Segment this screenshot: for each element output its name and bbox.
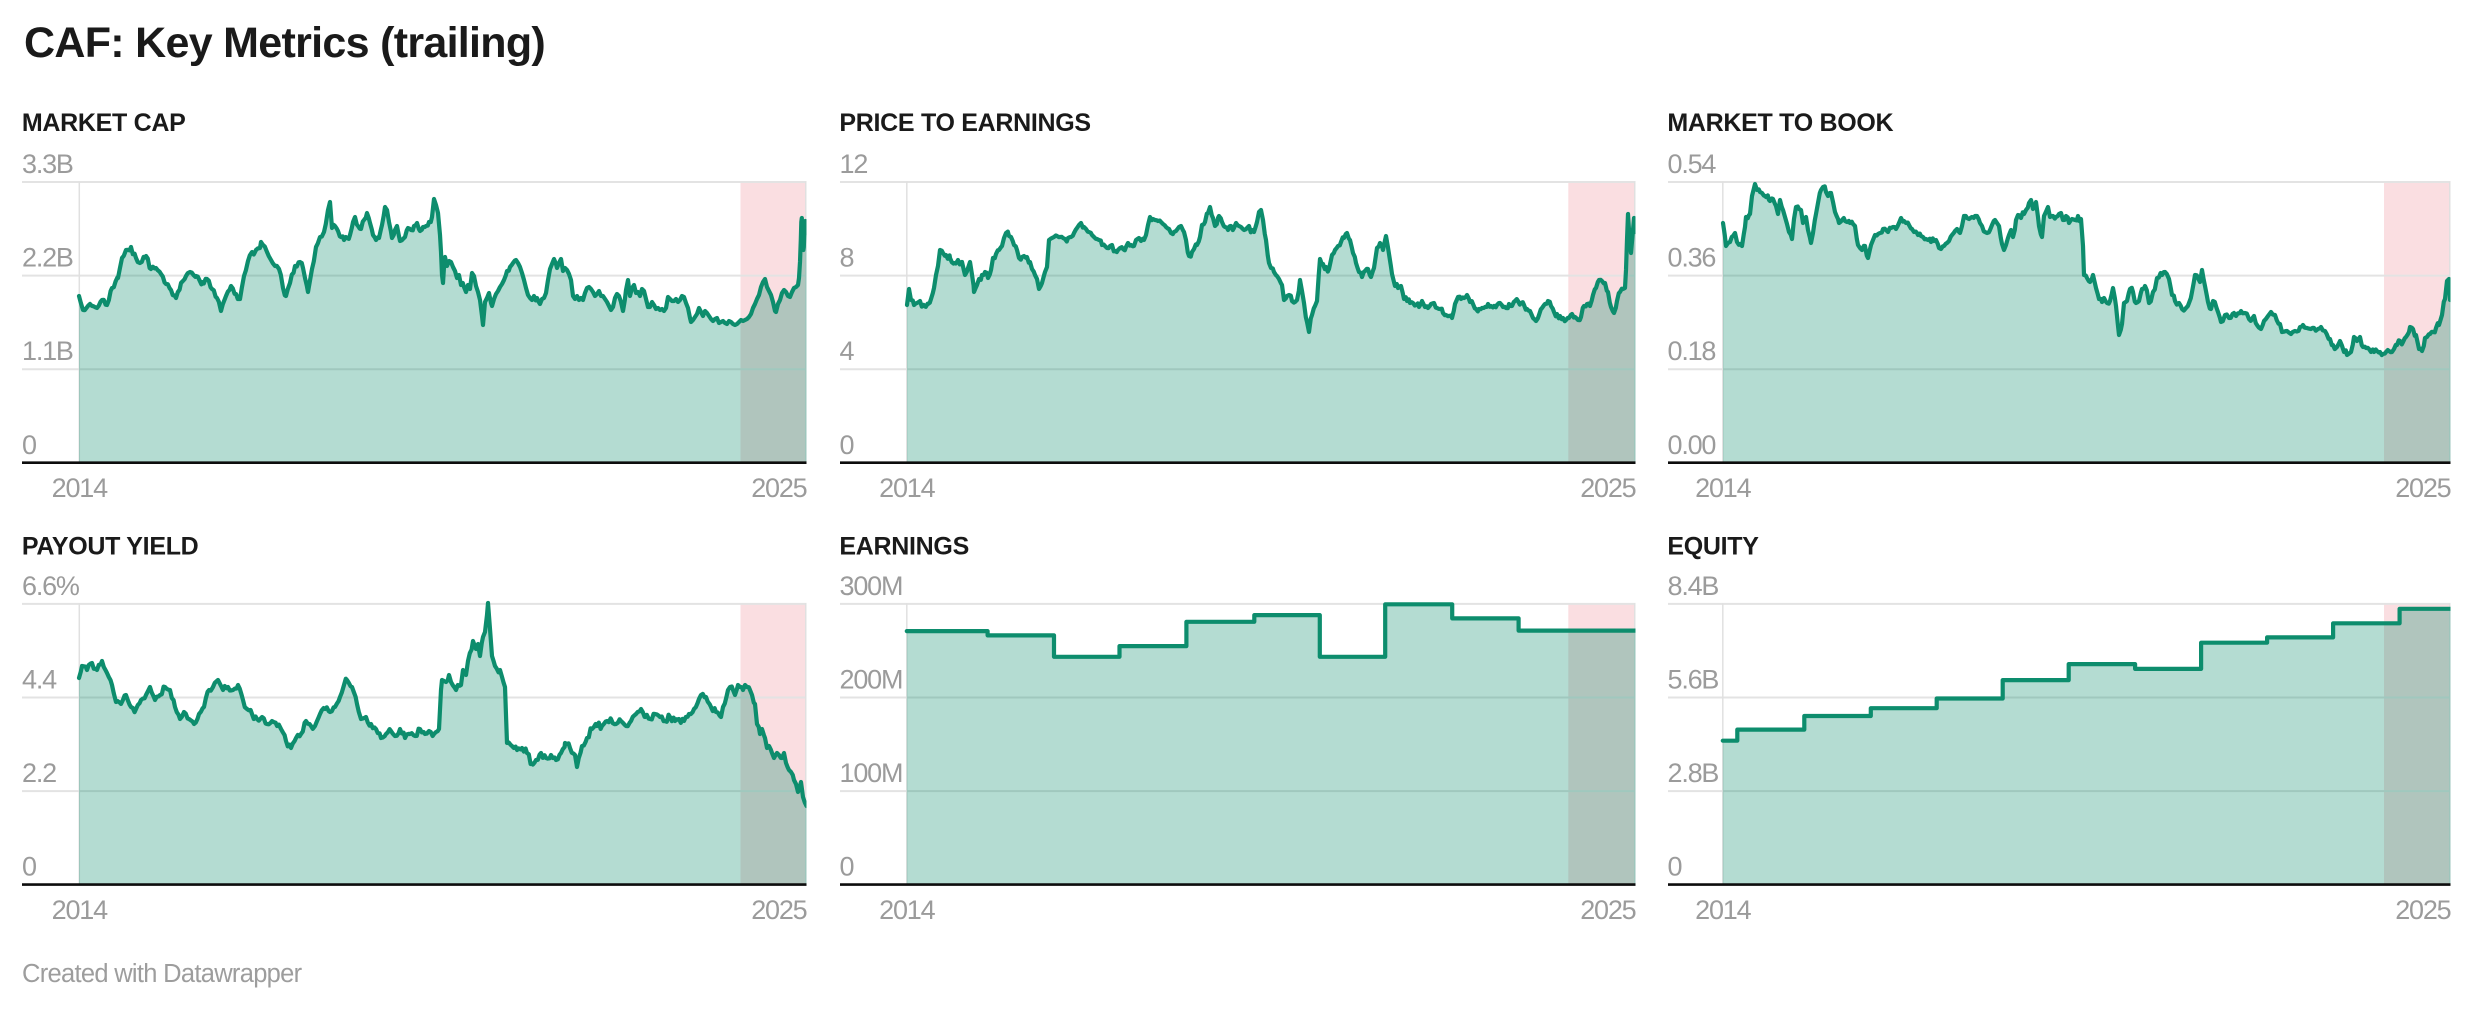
svg-text:EQUITY: EQUITY [1667,533,1759,561]
svg-text:4.4: 4.4 [22,665,57,695]
svg-text:0: 0 [22,430,36,460]
svg-text:CAF: Key Metrics (trailing): CAF: Key Metrics (trailing) [24,19,545,67]
svg-text:0: 0 [1668,852,1682,882]
svg-text:2.8B: 2.8B [1668,758,1719,788]
svg-text:2014: 2014 [879,895,935,925]
svg-text:2.2: 2.2 [22,758,56,788]
svg-text:Created with Datawrapper: Created with Datawrapper [22,960,303,988]
svg-text:MARKET CAP: MARKET CAP [22,109,186,137]
svg-text:0.18: 0.18 [1668,336,1716,366]
svg-text:5.6B: 5.6B [1668,665,1719,695]
svg-text:8: 8 [840,243,854,273]
svg-text:0.54: 0.54 [1668,149,1717,179]
svg-text:2025: 2025 [751,895,806,925]
svg-text:8.4B: 8.4B [1668,571,1719,601]
svg-text:2014: 2014 [52,473,108,503]
svg-text:2025: 2025 [1580,895,1635,925]
svg-text:2025: 2025 [2395,895,2450,925]
svg-text:2014: 2014 [52,895,108,925]
svg-text:2025: 2025 [1580,473,1635,503]
svg-text:12: 12 [840,149,868,179]
svg-text:100M: 100M [840,758,903,788]
svg-text:1.1B: 1.1B [22,336,73,366]
svg-text:0: 0 [840,852,854,882]
svg-text:3.3B: 3.3B [22,149,73,179]
svg-text:200M: 200M [840,665,903,695]
svg-text:0.00: 0.00 [1668,430,1716,460]
svg-text:0: 0 [840,430,854,460]
svg-text:PAYOUT YIELD: PAYOUT YIELD [22,533,199,561]
svg-text:4: 4 [840,336,855,366]
svg-text:2025: 2025 [751,473,806,503]
svg-text:EARNINGS: EARNINGS [839,533,969,561]
svg-text:300M: 300M [840,571,903,601]
svg-text:2014: 2014 [1695,473,1751,503]
svg-text:2014: 2014 [1695,895,1751,925]
svg-text:2025: 2025 [2395,473,2450,503]
svg-text:0.36: 0.36 [1668,243,1716,273]
svg-text:PRICE TO EARNINGS: PRICE TO EARNINGS [839,109,1090,137]
svg-text:MARKET TO BOOK: MARKET TO BOOK [1667,109,1893,137]
svg-text:2.2B: 2.2B [22,243,73,273]
svg-text:2014: 2014 [879,473,935,503]
svg-text:6.6%: 6.6% [22,571,80,601]
svg-text:0: 0 [22,852,36,882]
